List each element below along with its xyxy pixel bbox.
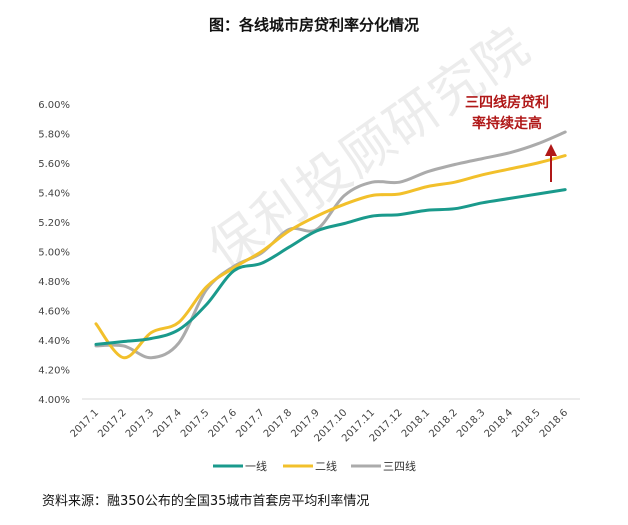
- source-note: 资料来源：融350公布的全国35城市首套房平均利率情况: [42, 494, 370, 509]
- series-line-2: [94, 154, 567, 360]
- y-tick-label: 5.00%: [38, 248, 70, 259]
- legend-label-2: 二线: [315, 459, 337, 473]
- series-line-3: [94, 130, 567, 360]
- x-tick-label: 2017.3: [124, 407, 157, 440]
- legend-label-1: 一线: [245, 459, 267, 473]
- series-line-1: [94, 188, 567, 346]
- x-tick-label: 2018.6: [538, 407, 571, 440]
- y-tick-label: 4.00%: [38, 395, 70, 406]
- x-tick-label: 2018.3: [455, 407, 488, 440]
- x-tick-label: 2017.5: [179, 407, 212, 440]
- y-tick-label: 5.20%: [38, 218, 70, 229]
- x-tick-label: 2017.1: [69, 407, 102, 440]
- y-tick-label: 6.00%: [38, 100, 70, 111]
- x-tick-label: 2018.5: [510, 407, 543, 440]
- annotation-line-2: 率持续走高: [472, 116, 542, 132]
- x-tick-label: 2017.7: [234, 407, 267, 440]
- x-tick-label: 2018.2: [427, 407, 460, 440]
- y-tick-label: 4.40%: [38, 336, 70, 347]
- legend-label-3: 三四线: [383, 459, 416, 473]
- chart-title: 图：各线城市房贷利率分化情况: [208, 16, 419, 34]
- x-tick-label: 2017.4: [151, 407, 184, 440]
- y-tick-label: 5.40%: [38, 189, 70, 200]
- annotation-line-1: 三四线房贷利: [465, 95, 549, 111]
- y-tick-label: 4.20%: [38, 366, 70, 377]
- annotation: 三四线房贷利 率持续走高: [452, 93, 562, 135]
- x-tick-label: 2018.4: [483, 407, 516, 440]
- x-tick-label: 2017.2: [96, 407, 129, 440]
- y-tick-label: 4.80%: [38, 277, 70, 288]
- y-tick-label: 5.80%: [38, 130, 70, 141]
- x-tick-label: 2017.6: [207, 407, 240, 440]
- x-tick-label: 2017.8: [262, 407, 295, 440]
- x-tick-label: 2018.1: [400, 407, 433, 440]
- y-tick-label: 4.60%: [38, 307, 70, 318]
- annotation-arrow-head: [545, 144, 557, 156]
- y-tick-label: 5.60%: [38, 159, 70, 170]
